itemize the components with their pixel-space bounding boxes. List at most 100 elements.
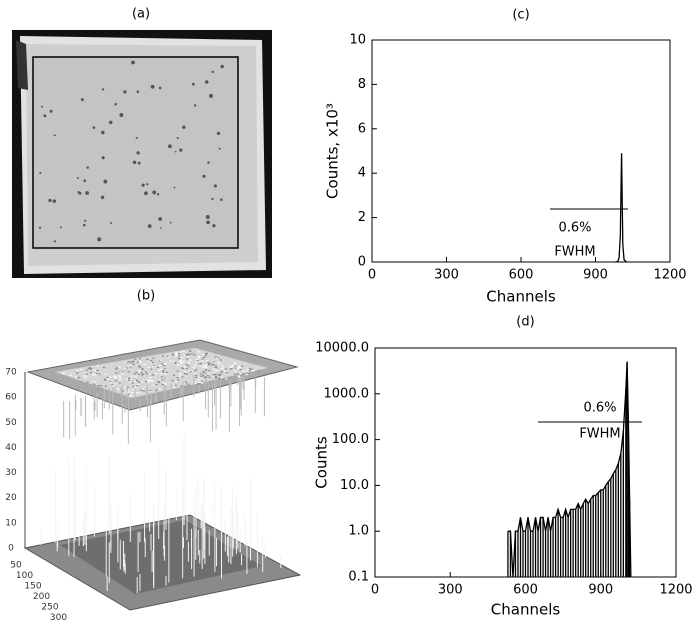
texture	[181, 376, 184, 378]
texture	[174, 362, 177, 364]
defect-dot	[77, 190, 80, 194]
defect-dot	[158, 217, 163, 221]
texture	[205, 366, 208, 368]
texture	[173, 360, 176, 363]
texture	[157, 369, 160, 371]
texture	[208, 376, 211, 379]
texture	[248, 369, 251, 372]
texture	[190, 353, 193, 355]
texture	[179, 351, 182, 353]
texture	[149, 390, 152, 393]
texture	[152, 365, 155, 367]
texture	[158, 378, 161, 381]
texture	[115, 376, 118, 379]
texture	[150, 380, 153, 382]
texture	[193, 354, 196, 356]
texture	[141, 374, 144, 376]
y-axis-label: Counts	[313, 436, 331, 489]
defect-dot	[52, 199, 57, 203]
defect-dot	[76, 177, 79, 180]
texture	[245, 374, 248, 376]
texture	[193, 370, 196, 372]
texture	[111, 384, 114, 386]
defect-dot	[110, 222, 112, 224]
texture	[171, 353, 174, 355]
xy-tick-label: 300	[50, 613, 67, 622]
texture	[89, 368, 92, 370]
defect-dot	[85, 191, 90, 195]
texture	[207, 361, 210, 363]
texture	[234, 366, 237, 368]
texture	[139, 358, 142, 360]
texture	[186, 373, 189, 375]
texture	[138, 381, 141, 384]
y-tick-label: 4	[358, 166, 366, 181]
texture	[198, 376, 201, 378]
y-tick-label: 1.0	[348, 524, 369, 539]
texture	[202, 367, 205, 369]
defect-dot	[146, 183, 149, 186]
texture	[106, 376, 109, 379]
texture	[130, 392, 133, 394]
texture	[176, 370, 179, 372]
y-tick-label: 0.1	[348, 570, 369, 585]
texture	[195, 358, 198, 360]
texture	[160, 379, 163, 381]
texture	[138, 360, 141, 362]
defect-dot	[92, 126, 96, 129]
texture	[206, 375, 209, 377]
texture	[236, 373, 239, 375]
texture	[172, 354, 175, 356]
texture	[208, 364, 211, 366]
texture	[128, 381, 131, 383]
defect-dot	[82, 223, 86, 227]
defect-dot	[205, 215, 210, 220]
annotation: FWHM	[554, 245, 595, 260]
texture	[198, 356, 201, 358]
texture	[144, 371, 147, 373]
texture	[117, 388, 120, 390]
texture	[138, 392, 141, 394]
texture	[250, 368, 253, 370]
texture	[180, 356, 183, 359]
defect-dot	[53, 240, 56, 243]
texture	[83, 375, 86, 377]
texture	[93, 383, 96, 385]
texture	[128, 361, 131, 363]
texture	[186, 358, 189, 360]
texture	[250, 370, 253, 372]
texture	[203, 356, 206, 358]
texture	[137, 373, 140, 376]
texture	[198, 361, 201, 363]
texture	[178, 355, 181, 357]
annotation: FWHM	[579, 427, 620, 442]
texture	[204, 365, 207, 367]
texture	[209, 363, 212, 365]
texture	[162, 371, 165, 373]
x-tick-label: 900	[583, 268, 608, 283]
texture	[173, 384, 176, 387]
texture	[225, 378, 228, 380]
defect-dot	[86, 166, 89, 169]
texture	[198, 383, 201, 385]
texture	[152, 357, 155, 359]
texture	[218, 374, 221, 376]
texture	[89, 367, 92, 369]
texture	[141, 368, 144, 370]
texture	[179, 375, 182, 377]
texture	[229, 368, 232, 370]
texture	[214, 356, 217, 358]
texture	[158, 360, 161, 362]
defect-dot	[84, 219, 87, 222]
defect-dot	[156, 193, 160, 196]
texture	[135, 392, 138, 394]
texture	[128, 379, 131, 382]
texture	[197, 357, 200, 359]
texture	[175, 354, 178, 356]
defect-dot	[131, 60, 135, 65]
texture	[194, 382, 197, 384]
texture	[97, 385, 100, 387]
texture	[131, 382, 134, 384]
defect-dot	[101, 156, 105, 160]
